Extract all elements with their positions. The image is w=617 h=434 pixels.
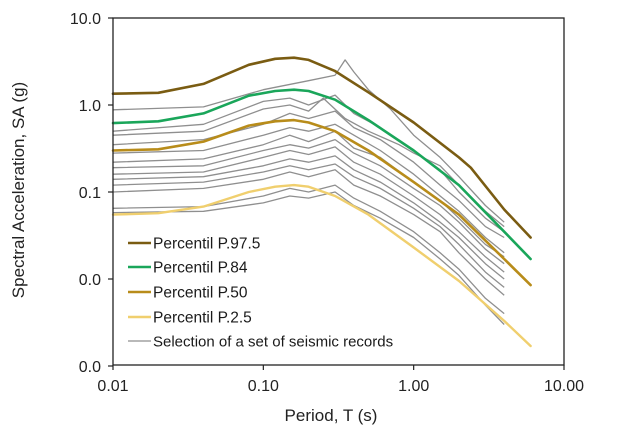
- x-tick-label: 1.00: [398, 378, 429, 395]
- seismic-record-line-12: [112, 184, 505, 315]
- x-tick-label: 0.01: [97, 378, 128, 395]
- y-tick-label: 0.0: [79, 272, 101, 289]
- seismic-record-line-9: [112, 155, 505, 280]
- seismic-record-line-11: [112, 169, 505, 296]
- x-axis-ticks: 0.01 0.10 1.00 10.00: [97, 365, 584, 395]
- legend-label-p50: Percentil P.50: [153, 285, 248, 302]
- series-line-p25: [111, 183, 532, 348]
- series-line-p50: [111, 118, 532, 287]
- series-line-p84: [111, 88, 532, 261]
- y-tick-label: 1.0: [79, 98, 101, 115]
- x-tick-label: 10.00: [544, 378, 584, 395]
- legend-label-p25: Percentil P.2.5: [153, 310, 252, 327]
- seismic-record-line-6: [112, 130, 505, 258]
- seismic-record-line-10: [112, 163, 505, 288]
- legend: Percentil P.97.5 Percentil P.84 Percenti…: [128, 236, 393, 351]
- percentile-series-layer: [111, 56, 532, 348]
- seismic-record-line-8: [112, 146, 505, 273]
- seismic-record-line-2: [112, 94, 505, 233]
- seismic-record-line-5: [112, 123, 505, 254]
- legend-label-p975: Percentil P.97.5: [153, 236, 260, 253]
- y-axis-ticks: 0.0 0.0 0.1 1.0 10.0: [70, 11, 113, 376]
- seismic-record-line-1: [112, 59, 505, 223]
- y-tick-label: 0.1: [79, 185, 101, 202]
- series-line-p975: [111, 56, 532, 239]
- y-tick-label: 0.0: [79, 359, 101, 376]
- x-axis-label: Period, T (s): [285, 406, 378, 425]
- seismic-record-line-7: [112, 138, 505, 265]
- legend-label-records: Selection of a set of seismic records: [153, 334, 393, 351]
- x-tick-label: 0.10: [248, 378, 279, 395]
- legend-label-p84: Percentil P.84: [153, 260, 248, 277]
- y-tick-label: 10.0: [70, 11, 101, 28]
- y-axis-label: Spectral Acceleration, SA (g): [9, 82, 28, 298]
